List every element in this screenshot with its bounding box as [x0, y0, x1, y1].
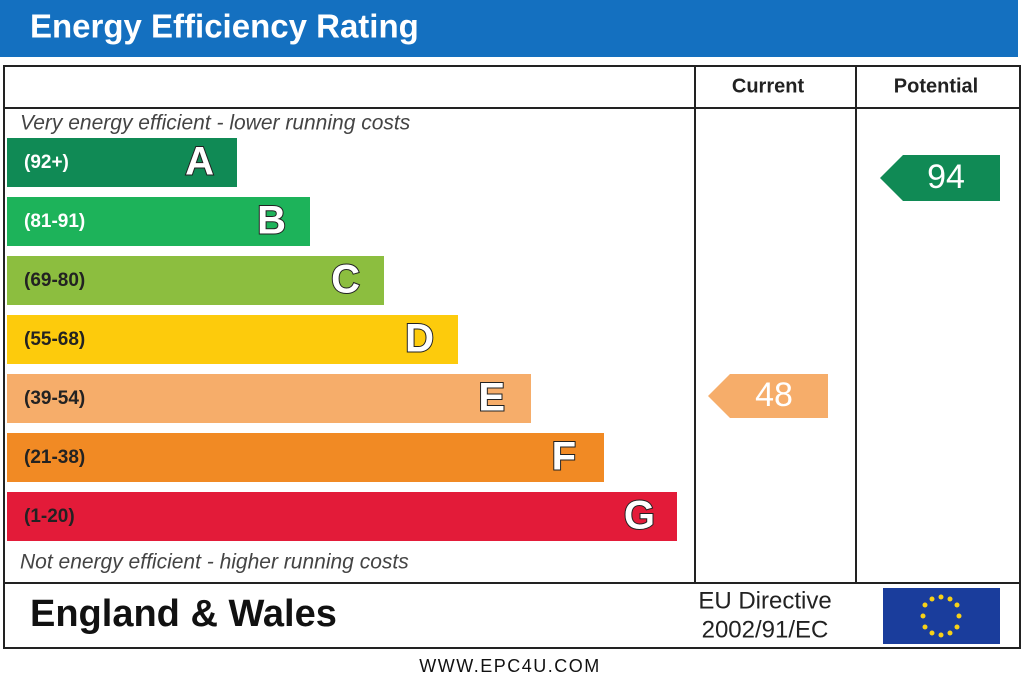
- band-bar: [7, 138, 237, 187]
- band-letter: C: [331, 258, 360, 302]
- band-range: (55-68): [24, 329, 85, 350]
- current-header: Current: [732, 75, 805, 97]
- potential-rating: 94: [927, 158, 965, 196]
- bottom-note: Not energy efficient - higher running co…: [20, 551, 409, 574]
- band-bar: [7, 315, 458, 364]
- bands: (92+) A (81-91) B (69-80) C (55-68) D (3…: [7, 138, 677, 541]
- band-range: (92+): [24, 152, 69, 173]
- website: WWW.EPC4U.COM: [419, 656, 601, 676]
- region: England & Wales: [30, 593, 337, 635]
- band-range: (21-38): [24, 447, 85, 468]
- band-letter: A: [185, 140, 214, 184]
- potential-arrow: [880, 155, 1000, 201]
- band-letter: E: [478, 376, 505, 420]
- band-letter: B: [257, 199, 286, 243]
- directive-line: EU Directive: [698, 587, 831, 614]
- band-bar: [7, 197, 310, 246]
- eu-stars: [920, 594, 962, 638]
- frame: [3, 65, 1021, 649]
- band-letter: G: [624, 494, 655, 538]
- band-bar: [7, 256, 384, 305]
- band-range: (81-91): [24, 211, 85, 232]
- band-letter: D: [405, 317, 434, 361]
- title-bar: [0, 0, 1018, 57]
- current-arrow: [708, 374, 828, 418]
- band-bar: [7, 374, 531, 423]
- current-rating: 48: [755, 376, 793, 414]
- top-note: Very energy efficient - lower running co…: [20, 112, 411, 135]
- band-range: (69-80): [24, 270, 85, 291]
- potential-header: Potential: [894, 75, 978, 97]
- directive-line: 2002/91/EC: [702, 616, 829, 643]
- band-letter: F: [552, 435, 576, 479]
- band-bar: [7, 492, 677, 541]
- band-range: (1-20): [24, 506, 75, 527]
- band-range: (39-54): [24, 388, 85, 409]
- band-bar: [7, 433, 604, 482]
- title: Energy Efficiency Rating: [30, 8, 419, 45]
